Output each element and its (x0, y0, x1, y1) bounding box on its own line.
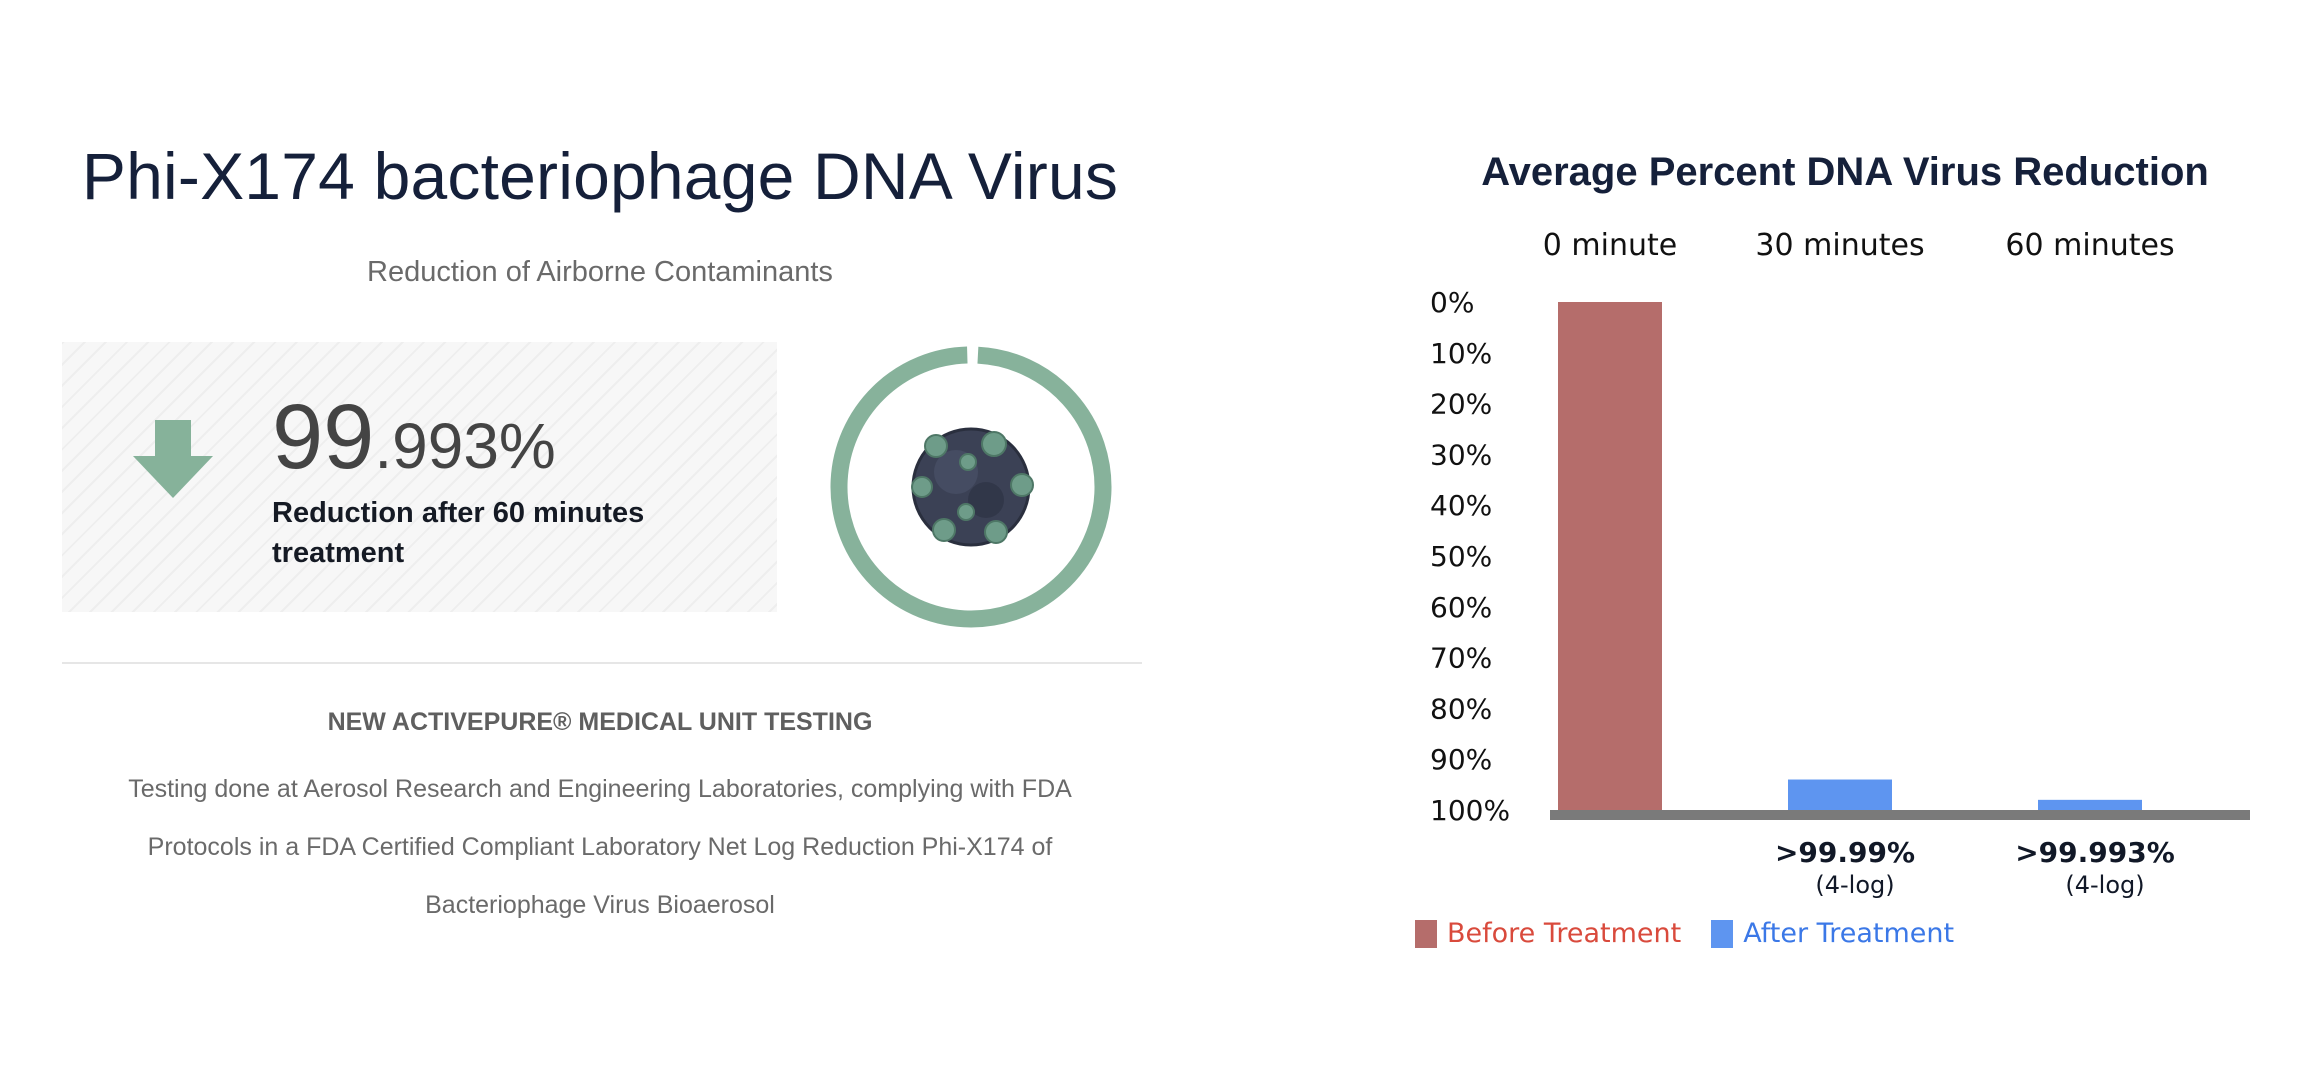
y-tick-label: 100% (1430, 794, 1510, 827)
stat-caption: Reduction after 60 minutes treatment (272, 497, 645, 569)
bar (2038, 799, 2142, 810)
stat-panel (62, 342, 777, 612)
y-tick-label: 70% (1430, 642, 1492, 675)
page-subtitle: Reduction of Airborne Contaminants (367, 256, 833, 288)
data-label-value: >99.99% (1775, 836, 1915, 869)
bar (1558, 302, 1662, 810)
y-tick-label: 0% (1430, 286, 1474, 319)
down-arrow-icon (133, 420, 213, 498)
legend-item-after-treatment: After Treatment (1711, 918, 1954, 949)
category-label: 60 minutes (2005, 228, 2174, 263)
y-tick-label: 10% (1430, 337, 1492, 370)
chart-legend: Before Treatment After Treatment (1415, 918, 1984, 949)
category-label: 0 minute (1543, 228, 1677, 263)
y-tick-label: 60% (1430, 591, 1492, 624)
legend-swatch-after-treatment (1711, 919, 1734, 948)
y-tick-label: 40% (1430, 489, 1492, 522)
divider (62, 662, 1142, 664)
legend-swatch-before-treatment (1415, 919, 1437, 948)
bar-chart: 0 minute 30 minutes 60 minutes 0% 10% 20% 30% 4… (1430, 228, 2250, 899)
chart-title: Average Percent DNA Virus Reduction (1481, 150, 2209, 194)
y-tick-label: 30% (1430, 438, 1492, 471)
stat-value: 99.993% (272, 385, 556, 490)
legend-label-after-treatment: After Treatment (1743, 918, 1955, 949)
testing-body: Testing done at Aerosol Research and Eng… (128, 775, 1072, 919)
testing-heading: NEW ACTIVEPURE® MEDICAL UNIT TESTING (327, 708, 873, 736)
x-axis-line (1550, 810, 2250, 820)
y-tick-label: 50% (1430, 540, 1492, 573)
virus-ring (830, 346, 1112, 628)
data-label-sub: (4-log) (1815, 871, 1894, 899)
y-tick-label: 20% (1430, 388, 1492, 421)
data-label-sub: (4-log) (2065, 871, 2144, 899)
legend-item-before-treatment: Before Treatment (1415, 918, 1681, 949)
stat-value-whole: 99 (272, 386, 375, 488)
stat-value-fraction: .993% (374, 410, 556, 482)
virus-icon (911, 427, 1034, 547)
data-label-value: >99.993% (2015, 836, 2175, 869)
page-title: Phi-X174 bacteriophage DNA Virus (81, 139, 1119, 213)
category-label: 30 minutes (1755, 228, 1924, 263)
y-tick-label: 80% (1430, 692, 1492, 725)
y-tick-label: 90% (1430, 743, 1492, 776)
bar (1788, 779, 1892, 810)
legend-label-before-treatment: Before Treatment (1447, 918, 1682, 949)
